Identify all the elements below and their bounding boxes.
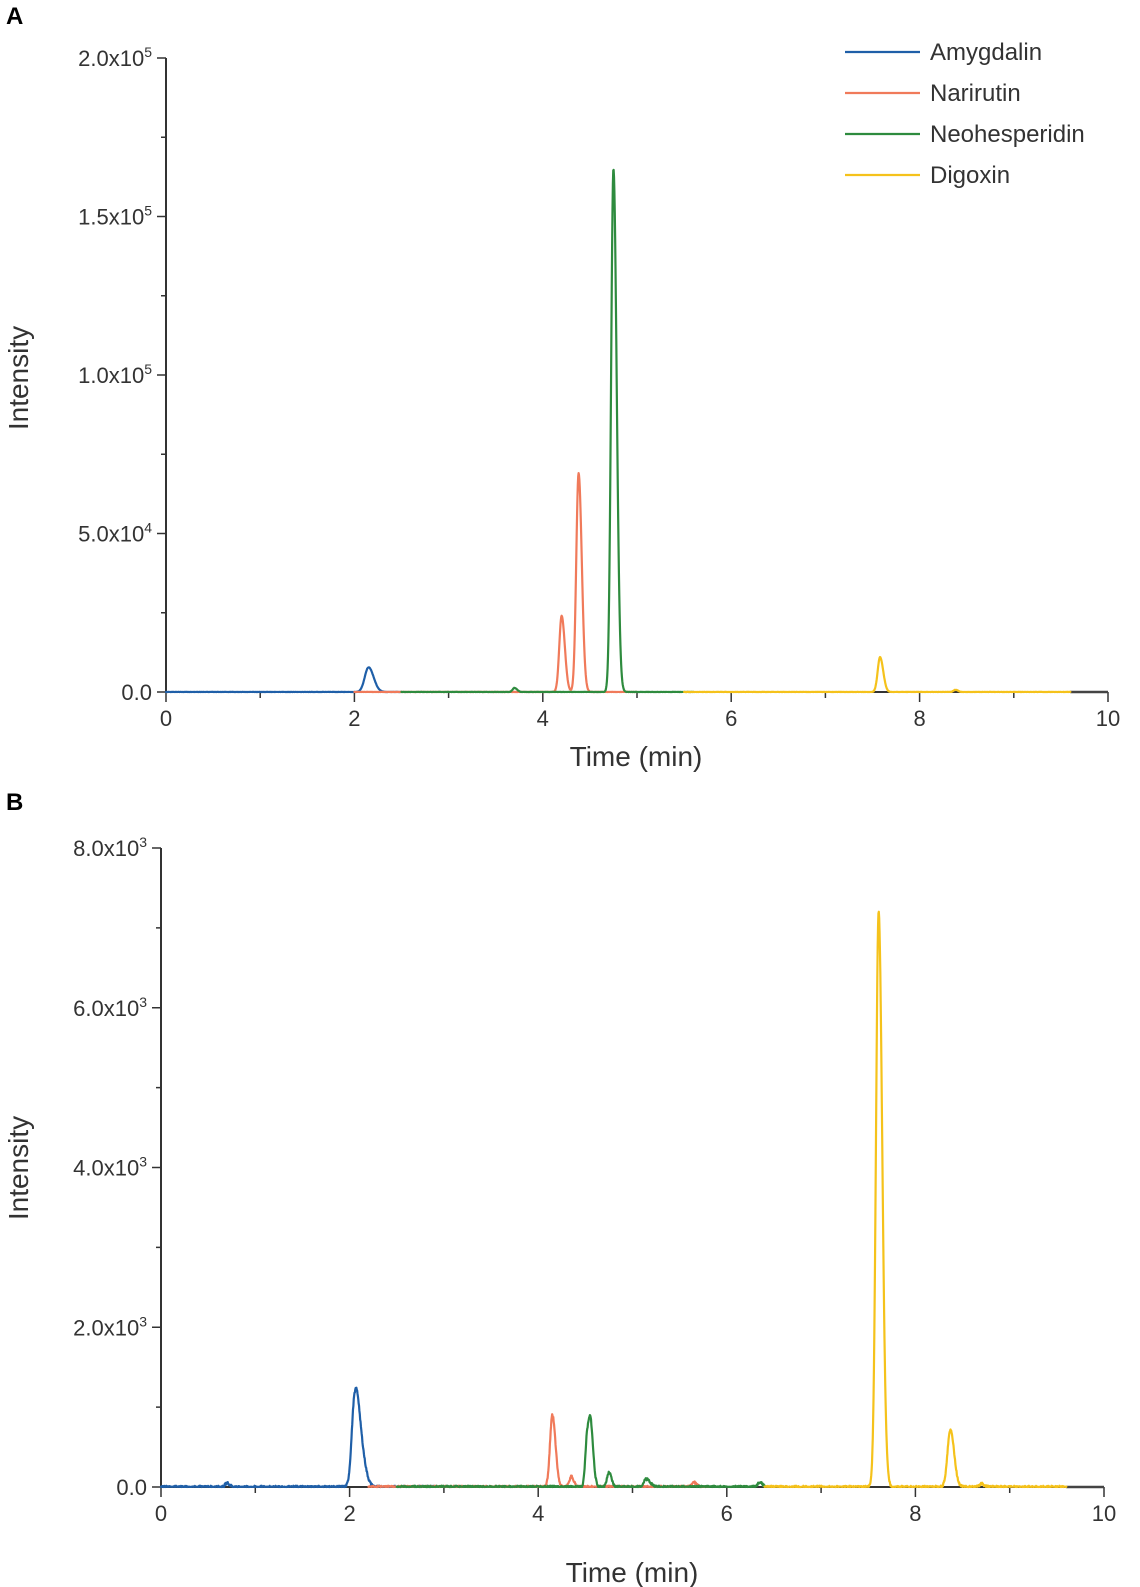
panel-a-series-neohesperidin [400,168,695,694]
panel-a-x-tick-label: 8 [913,706,925,731]
panel-b-x-tick-label: 6 [721,1501,733,1526]
panel-b-ylabel: Intensity [3,1116,34,1220]
panel-a-x-tick-label: 10 [1096,706,1120,731]
panel-b-y-tick-label: 6.0x103 [73,994,147,1021]
panel-b-series-amygdalin [159,1386,436,1489]
panel-a-ylabel: Intensity [3,326,34,430]
panel-b-xlabel: Time (min) [566,1557,699,1587]
legend-label-neohesperidin: Neohesperidin [930,121,1085,148]
panel-b-axes: 0 2 4 6 8 10 0.0 2.0x103 4.0x103 6.0x103 8.0x103 [73,834,1116,1526]
panel-a-y-tick-label: 1.0x105 [78,361,152,388]
panel-b-letter: B [6,789,23,816]
panel-a-x-tick-label: 2 [348,706,360,731]
panel-b-y-tick-label: 2.0x103 [73,1313,147,1340]
panel-a-x-tick-label: 4 [537,706,549,731]
legend-label-digoxin: Digoxin [930,162,1010,189]
panel-a-series-narirutin [353,472,639,694]
panel-b-series [159,910,1104,1489]
panel-b-x-tick-label: 2 [343,1501,355,1526]
panel-a-legend: Amygdalin Narirutin Neohesperidin Digoxin [845,39,1085,189]
panel-b-chart: B 0 2 4 6 8 10 0.0 2.0x103 4.0x103 6.0x103 8.0x103… [3,789,1116,1587]
panel-a-x-tick-label: 6 [725,706,737,731]
panel-a-y-tick-label: 2.0x105 [78,44,152,71]
panel-a-y-tick-label: 5.0x104 [78,520,152,547]
panel-b-y-tick-label: 0.0 [116,1475,147,1500]
panel-b-x-tick-label: 4 [532,1501,544,1526]
panel-b-y-tick-label: 8.0x103 [73,834,147,861]
panel-a-x-tick-label: 0 [160,706,172,731]
panel-b-y-tick-label: 4.0x103 [73,1154,147,1181]
panel-a-letter: A [6,3,23,30]
panel-b-x-tick-label: 8 [909,1501,921,1526]
panel-b-series-neohesperidin [395,1414,766,1489]
panel-a-xlabel: Time (min) [570,741,703,772]
legend-label-narirutin: Narirutin [930,80,1021,107]
panel-a-chart: A 0 2 4 6 8 10 0.0 5.0x104 1.0x105 1.5x105 2.0x105… [3,3,1120,772]
panel-b-x-tick-label: 10 [1092,1501,1116,1526]
panel-a-y-tick-label: 0.0 [121,680,152,705]
panel-b-x-tick-label: 0 [155,1501,167,1526]
panel-a-y-tick-label: 1.5x105 [78,203,152,230]
panel-b-series-narirutin [367,1413,710,1489]
panel-a-series [164,168,1108,694]
panel-a-series-amygdalin [164,666,403,694]
panel-a-series-digoxin [682,655,1072,694]
legend-label-amygdalin: Amygdalin [930,39,1042,66]
panel-b-series-digoxin [763,910,1068,1489]
